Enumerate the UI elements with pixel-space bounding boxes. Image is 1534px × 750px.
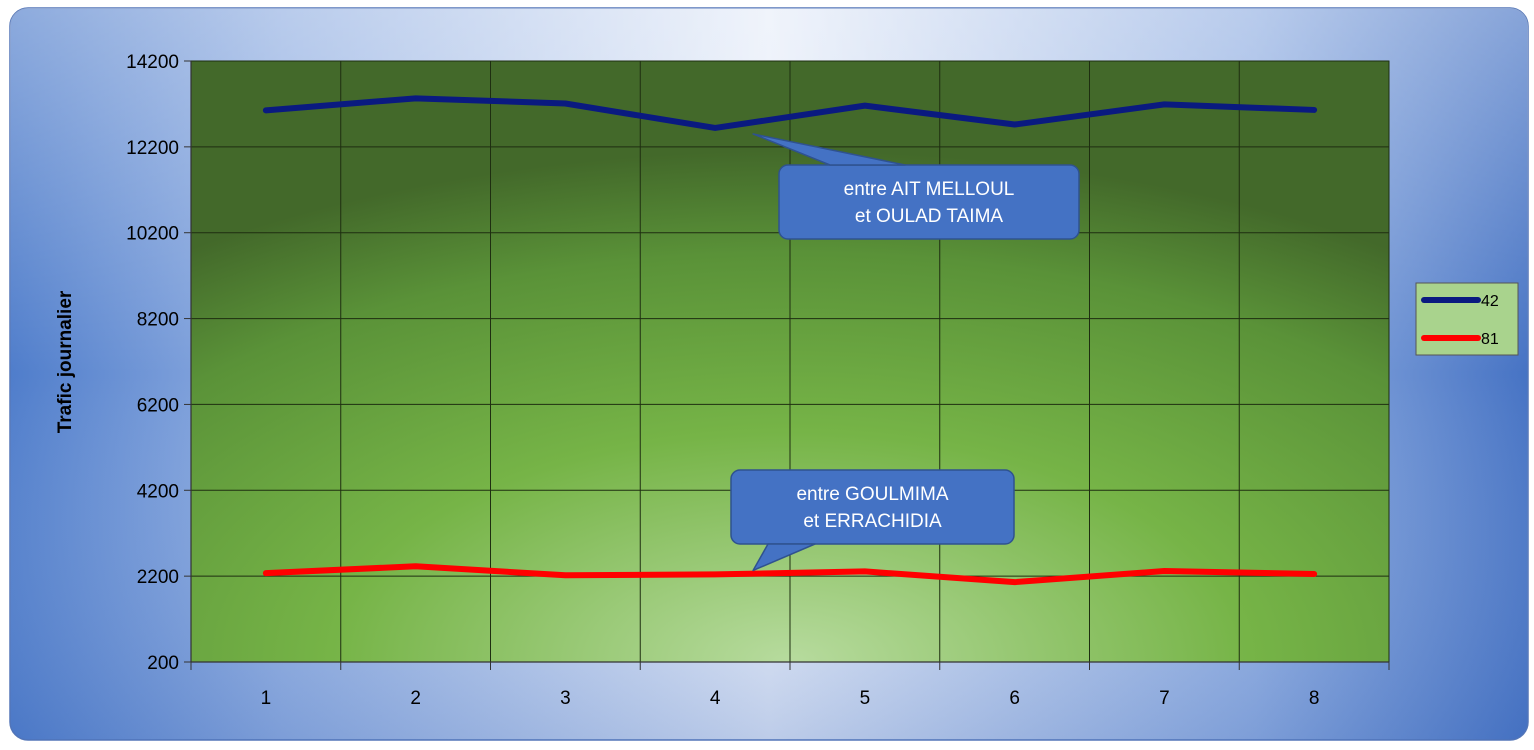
axes: 200 2200 4200 6200 8200 10200 12200 14200 1 2 3 4 5 6…	[126, 52, 1390, 709]
legend-label-81: 81	[1481, 331, 1499, 348]
y-tick-label: 6200	[137, 395, 179, 416]
callout-text: entre AIT MELLOUL	[844, 179, 1015, 200]
data-point-42	[1313, 109, 1315, 111]
data-point-81	[864, 570, 866, 572]
data-point-81	[1163, 570, 1165, 572]
series-line-81	[262, 563, 1318, 586]
legend-label-42: 42	[1481, 293, 1499, 310]
data-point-42	[864, 105, 866, 107]
x-tick-label: 1	[261, 688, 272, 709]
x-tick-label: 3	[560, 688, 571, 709]
data-point-42	[1163, 103, 1165, 105]
y-axis-title: Trafic journalier	[55, 290, 76, 433]
data-point-42	[714, 127, 716, 129]
data-point-81	[564, 574, 566, 576]
callout-box-fill	[732, 471, 1013, 543]
data-point-81	[714, 573, 716, 575]
callout-pointer	[752, 543, 816, 572]
x-tick-label: 6	[1009, 688, 1020, 709]
y-tick-label: 200	[147, 653, 179, 674]
callout-text: et OULAD TAIMA	[855, 206, 1003, 227]
data-point-81	[1014, 581, 1016, 583]
callouts: entre AIT MELLOUL et OULAD TAIMA entre GOU…	[730, 133, 1080, 572]
callout-box-fill	[780, 166, 1078, 238]
callout-pointer	[752, 133, 906, 166]
data-point-42	[1014, 124, 1016, 126]
callout: entre AIT MELLOUL et OULAD TAIMA	[752, 133, 1080, 240]
data-point-81	[415, 565, 417, 567]
callout-text: et ERRACHIDIA	[803, 511, 942, 532]
data-point-42	[564, 102, 566, 104]
series-line-42	[262, 95, 1318, 131]
y-tick-label: 8200	[137, 310, 179, 331]
callout: entre GOULMIMA et ERRACHIDIA	[730, 469, 1015, 572]
data-point-42	[265, 109, 267, 111]
legend-box	[1415, 282, 1519, 356]
y-tick-label: 4200	[137, 481, 179, 502]
data-point-81	[265, 572, 267, 574]
x-tick-label: 5	[860, 688, 871, 709]
y-tick-label: 12200	[126, 138, 179, 159]
y-tick-label: 10200	[126, 224, 179, 245]
data-point-81	[1313, 573, 1315, 575]
data-point-42	[415, 97, 417, 99]
series-lines	[262, 95, 1318, 586]
x-tick-label: 8	[1309, 688, 1320, 709]
x-tick-label: 7	[1159, 688, 1170, 709]
legend: 42 81	[1415, 282, 1519, 356]
y-tick-label: 14200	[126, 52, 179, 73]
x-tick-label: 4	[710, 688, 721, 709]
callout-text: entre GOULMIMA	[796, 484, 948, 505]
x-tick-label: 2	[410, 688, 421, 709]
y-tick-label: 2200	[137, 567, 179, 588]
